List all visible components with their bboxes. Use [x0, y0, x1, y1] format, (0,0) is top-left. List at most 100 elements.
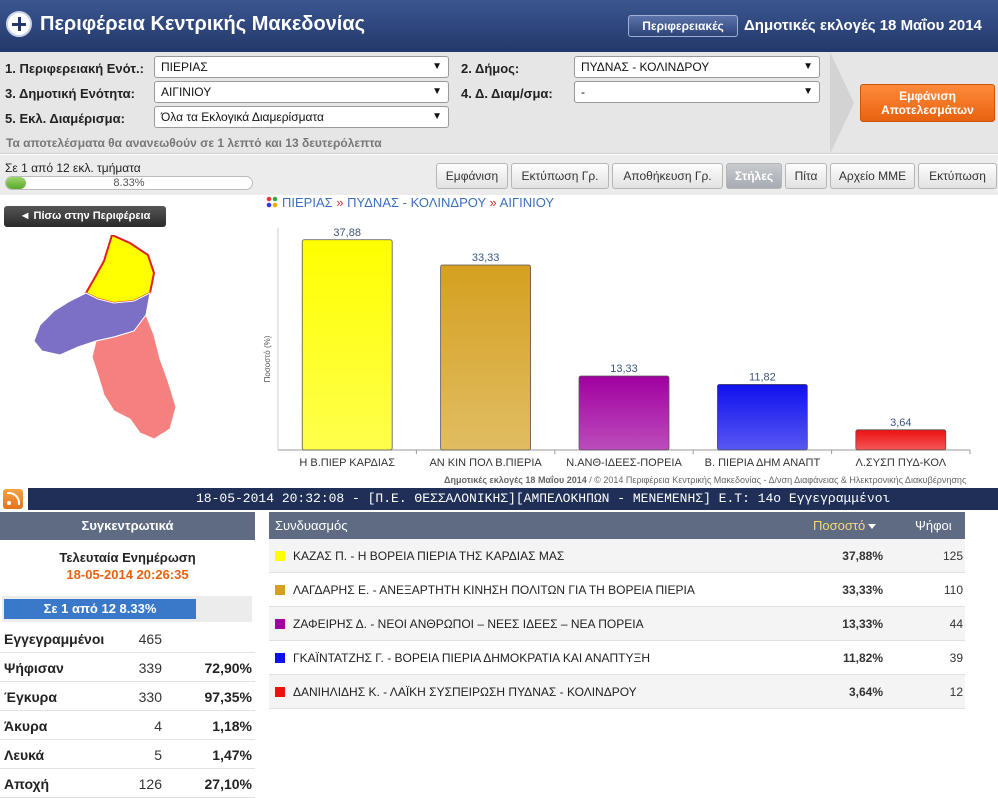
back-to-region-button[interactable]: ◄ Πίσω στην Περιφέρεια: [4, 206, 166, 227]
stat-row: Λευκά 5 1,47%: [0, 740, 255, 769]
x-tick-label-4: Λ.ΣΥΣΠ ΠΥΔ-ΚΟΛ: [856, 457, 947, 469]
results-table: Συνδυασμός Ποσοστό Ψήφοι ΚΑΖΑΣ Π. - Η ΒΟ…: [269, 512, 965, 709]
y-axis-label: Ποσοστό (%): [263, 335, 272, 382]
party-percent: 13,33%: [842, 617, 883, 631]
party-color-swatch: [275, 687, 285, 697]
party-color-swatch: [275, 585, 285, 595]
col-header-percent-label: Ποσοστό: [813, 518, 866, 533]
bar-0: [301, 239, 393, 451]
refresh-note: Τα αποτελέσματα θα ανανεωθούν σε 1 λεπτό…: [6, 136, 382, 150]
regional-unit-select[interactable]: ΠΙΕΡΙΑΣ ▼: [154, 56, 449, 78]
table-row[interactable]: ΛΑΓΔΑΡΗΣ Ε. - ΑΝΕΞΑΡΤΗΤΗ ΚΙΝΗΣΗ ΠΟΛΙΤΩΝ …: [269, 573, 965, 607]
x-tick-label-3: Β. ΠΙΕΡΙΑ ΔΗΜ ΑΝΑΠΤ: [705, 457, 821, 469]
party-color-swatch: [275, 619, 285, 629]
stat-row: Ψήφισαν 339 72,90%: [0, 653, 255, 682]
chart-footer-title: Δημοτικές εκλογές 18 Μαΐου 2014: [444, 475, 587, 485]
map-area-north[interactable]: [84, 235, 156, 305]
summary-title: Συγκεντρωτικά: [0, 512, 255, 540]
stat-row: Έγκυρα 330 97,35%: [0, 682, 255, 711]
chevron-down-icon: ▼: [803, 86, 813, 97]
map-area-south[interactable]: [91, 313, 177, 440]
stat-percent: 1,18%: [212, 718, 252, 734]
party-percent: 11,82%: [842, 651, 883, 665]
breadcrumb-regional-unit[interactable]: ΠΙΕΡΙΑΣ: [282, 195, 333, 210]
last-update-date: 18-05-2014 20:26:35: [66, 567, 189, 582]
pie-chart-button[interactable]: Πίτα: [785, 163, 827, 189]
municipal-unit-label: 3. Δημοτική Ενότητα:: [5, 86, 135, 101]
municipality-select[interactable]: ΠΥΔΝΑΣ - ΚΟΛΙΝΔΡΟΥ ▼: [574, 56, 820, 78]
rss-icon[interactable]: [3, 489, 23, 509]
chevron-down-icon: ▼: [803, 61, 813, 72]
print-chart-button[interactable]: Εκτύπωση Γρ.: [511, 163, 609, 189]
table-row[interactable]: ΔΑΝΙΗΛΙΔΗΣ Κ. - ΛΑΪΚΗ ΣΥΣΠΕΙΡΩΣΗ ΠΥΔΝΑΣ …: [269, 675, 965, 709]
stat-count: 465: [138, 631, 162, 647]
data-label-0: 37,88: [333, 227, 361, 239]
x-tick-label-2: Ν.ΑΝΘ-ΙΔΕΕΣ-ΠΟΡΕΙΑ: [566, 457, 682, 469]
stat-percent: 1,47%: [212, 747, 252, 763]
results-bar-chart: Ποσοστό (%) 37,88 Η Β.ΠΙΕΡ ΚΑΡΔΙΑΣ 33,33 ΑΝ …: [263, 227, 971, 469]
print-button[interactable]: Εκτύπωση: [918, 163, 997, 189]
municipality-label: 2. Δήμος:: [461, 61, 520, 76]
regional-unit-label: 1. Περιφερειακή Ενότ.:: [5, 61, 144, 76]
breadcrumb-municipal-unit[interactable]: ΑΙΓΙΝΙΟΥ: [499, 195, 555, 210]
party-name: ΚΑΖΑΣ Π. - Η ΒΟΡΕΙΑ ΠΙΕΡΙΑ ΤΗΣ ΚΑΡΔΙΑΣ Μ…: [293, 549, 565, 563]
chart-footer-copyright: / © 2014 Περιφέρεια Κεντρικής Μακεδονίας…: [586, 475, 967, 485]
media-file-button[interactable]: Αρχείο ΜΜΕ: [830, 163, 915, 189]
stat-label: Λευκά: [4, 747, 45, 763]
stat-percent: 97,35%: [204, 689, 252, 705]
regional-unit-value: ΠΙΕΡΙΑΣ: [161, 60, 208, 74]
columns-chart-button[interactable]: Στήλες: [726, 163, 782, 189]
table-row[interactable]: ΖΑΦΕΙΡΗΣ Δ. - ΝΕΟΙ ΑΝΘΡΩΠΟΙ – ΝΕΕΣ ΙΔΕΕΣ…: [269, 607, 965, 641]
page-title: Περιφέρεια Κεντρικής Μακεδονίας: [40, 13, 366, 35]
coat-of-arms-icon: [6, 11, 32, 37]
stat-percent: 27,10%: [204, 776, 252, 792]
district-value: -: [581, 85, 585, 99]
election-title: Δημοτικές εκλογές 18 Μαΐου 2014: [744, 17, 982, 34]
table-row[interactable]: ΚΑΖΑΣ Π. - Η ΒΟΡΕΙΑ ΠΙΕΡΙΑ ΤΗΣ ΚΑΡΔΙΑΣ Μ…: [269, 539, 965, 573]
party-name: ΔΑΝΙΗΛΙΔΗΣ Κ. - ΛΑΪΚΗ ΣΥΣΠΕΙΡΩΣΗ ΠΥΔΝΑΣ …: [293, 685, 637, 699]
party-votes: 39: [949, 651, 963, 665]
stat-row: Εγγεγραμμένοι 465: [0, 624, 255, 653]
regional-elections-button[interactable]: Περιφερειακές: [628, 15, 738, 37]
electoral-district-value: Όλα τα Εκλογικά Διαμερίσματα: [161, 110, 324, 124]
party-color-swatch: [275, 551, 285, 561]
count-box: Σε 1 από 12 8.33%: [2, 596, 252, 622]
table-row[interactable]: ΓΚΑΪΝΤΑΤΖΗΣ Γ. - ΒΟΡΕΙΑ ΠΙΕΡΙΑ ΔΗΜΟΚΡΑΤΙ…: [269, 641, 965, 675]
party-percent: 3,64%: [848, 685, 883, 699]
x-tick-label-0: Η Β.ΠΙΕΡ ΚΑΡΔΙΑΣ: [299, 457, 395, 469]
data-label-1: 33,33: [472, 252, 500, 264]
municipal-unit-select[interactable]: ΑΙΓΙΝΙΟΥ ▼: [154, 81, 449, 103]
electoral-district-label: 5. Εκλ. Διαμέρισμα:: [5, 111, 125, 126]
progress-percent: 8.33%: [113, 177, 145, 189]
data-label-3: 11,82: [749, 371, 776, 383]
show-results-button[interactable]: Εμφάνιση Αποτελεσμάτων: [860, 84, 995, 122]
save-chart-button[interactable]: Αποθήκευση Γρ.: [612, 163, 723, 189]
arrow-divider: [830, 52, 860, 154]
stat-count: 339: [138, 660, 162, 676]
top-header: Περιφέρεια Κεντρικής Μακεδονίας Περιφερε…: [0, 0, 998, 52]
chevron-down-icon: ▼: [432, 61, 442, 72]
district-select[interactable]: - ▼: [574, 81, 820, 103]
data-label-2: 13,33: [610, 363, 638, 375]
party-name: ΓΚΑΪΝΤΑΤΖΗΣ Γ. - ΒΟΡΕΙΑ ΠΙΕΡΙΑ ΔΗΜΟΚΡΑΤΙ…: [293, 651, 650, 665]
col-header-percent[interactable]: Ποσοστό: [813, 518, 877, 533]
chart-footer: Δημοτικές εκλογές 18 Μαΐου 2014 / © 2014…: [444, 475, 966, 485]
breadcrumb-municipality[interactable]: ΠΥΔΝΑΣ - ΚΟΛΙΝΔΡΟΥ: [347, 195, 486, 210]
breadcrumb-separator: »: [489, 195, 497, 210]
col-header-votes[interactable]: Ψήφοι: [915, 518, 952, 533]
breadcrumb-icon: [266, 196, 278, 208]
party-percent: 37,88%: [842, 549, 883, 563]
chevron-down-icon: ▼: [432, 86, 442, 97]
bar-1: [440, 264, 531, 451]
breadcrumb: ΠΙΕΡΙΑΣ » ΠΥΔΝΑΣ - ΚΟΛΙΝΔΡΟΥ » ΑΙΓΙΝΙΟΥ: [266, 195, 554, 210]
electoral-district-select[interactable]: Όλα τα Εκλογικά Διαμερίσματα ▼: [154, 106, 449, 128]
municipality-value: ΠΥΔΝΑΣ - ΚΟΛΙΝΔΡΟΥ: [581, 60, 710, 74]
show-button[interactable]: Εμφάνιση: [436, 163, 508, 189]
count-badge: Σε 1 από 12 8.33%: [4, 599, 196, 619]
bar-4: [855, 429, 947, 451]
sort-desc-icon: [868, 524, 877, 529]
stat-label: Εγγεγραμμένοι: [4, 631, 105, 647]
col-header-name: Συνδυασμός: [275, 518, 348, 533]
bar-2: [578, 375, 670, 451]
data-label-4: 3,64: [890, 417, 911, 429]
